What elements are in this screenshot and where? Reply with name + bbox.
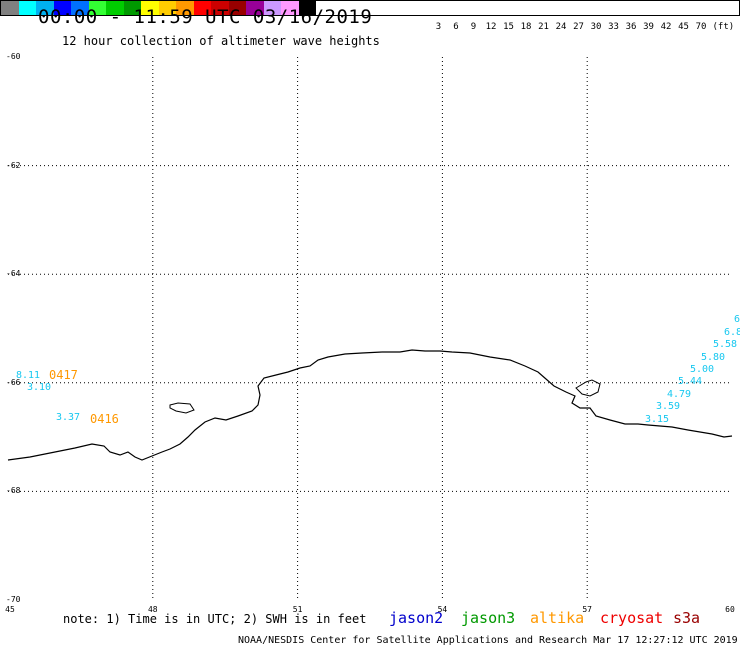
legend-label: 42 [660,22,672,32]
longitude-tick-label: 60 [725,605,735,614]
legend-label: 21 [538,22,549,32]
antarctic-coastline [7,349,733,461]
coastline-inlet [169,402,195,414]
legend-swatch [263,1,281,15]
legend-swatch [298,1,316,15]
latitude-tick-label: -64 [6,269,21,279]
legend-swatch [158,1,176,15]
swh-value: 5.00 [690,364,715,375]
legend-label: 70 [695,22,707,32]
legend-swatch [106,1,124,15]
satellite-altika: altika [530,609,585,627]
legend-swatch [1,1,19,15]
longitude-tick-label: 54 [437,605,448,614]
legend-label: 36 [625,22,637,32]
pass-label: 0416 [90,412,119,426]
legend-swatch [246,1,264,15]
swh-value: 6.8 [724,327,740,338]
legend-label: 12 [485,22,497,32]
legend-label: 39 [643,22,654,32]
footnote: note: 1) Time is in UTC; 2) SWH is in fe… [63,612,367,626]
swh-value: 6 [734,314,740,325]
legend-swatch [71,1,89,15]
satellite-cryosat: cryosat [600,609,664,627]
swh-value: 3.15 [645,414,670,425]
longitude-tick-label: 45 [5,605,15,614]
legend-swatch [281,1,299,15]
longitude-tick-label: 48 [147,605,158,614]
swh-value: 8.11 [16,370,41,381]
swh-value: 5.80 [701,352,726,363]
color-scale-legend [0,0,740,16]
swh-value: 3.10 [27,382,52,393]
legend-swatch [176,1,194,15]
swh-value: 3.37 [56,412,81,423]
legend-swatch [36,1,54,15]
legend-label: (ft) [712,22,735,32]
latitude-tick-label: -66 [6,377,21,387]
map-subtitle: 12 hour collection of altimeter wave hei… [62,34,380,48]
satellite-jason3: jason3 [461,609,516,627]
legend-label: 27 [573,22,584,32]
legend-label: 24 [555,22,567,32]
map-title: 00:00 - 11:59 UTC 03/16/2019 [38,6,373,28]
legend-label: 33 [608,22,619,32]
legend-label: 9 [470,22,477,32]
legend-swatch [53,1,71,15]
legend-label: 18 [520,22,532,32]
legend-swatch [193,1,211,15]
legend-swatch [141,1,159,15]
swh-value: 5.44 [678,376,703,387]
swh-value: 4.79 [667,389,692,400]
legend-label: 30 [590,22,602,32]
pass-label: 0417 [49,368,78,382]
satellite-s3a: s3a [673,609,701,627]
latitude-tick-label: -70 [6,595,21,604]
swh-value: 3.59 [656,401,681,412]
longitude-tick-label: 57 [582,605,592,614]
legend-swatch [228,1,246,15]
longitude-tick-label: 51 [292,605,303,614]
legend-label: 3 [435,22,442,32]
graticule-grid [8,57,732,600]
swh-value: 5.58 [713,339,738,350]
legend-swatch [211,1,229,15]
latitude-tick-label: -60 [6,52,21,61]
legend-label: 6 [453,22,459,32]
legend-swatch [18,1,36,15]
credit-line: NOAA/NESDIS Center for Satellite Applica… [238,635,738,646]
legend-label: 15 [503,22,514,32]
legend-swatch [123,1,141,15]
legend-swatch [88,1,106,15]
coastline-peninsula [575,379,601,397]
legend-label: 45 [678,22,689,32]
satellite-jason2: jason2 [389,609,444,627]
latitude-tick-label: -62 [6,160,21,170]
latitude-tick-label: -68 [6,486,21,496]
